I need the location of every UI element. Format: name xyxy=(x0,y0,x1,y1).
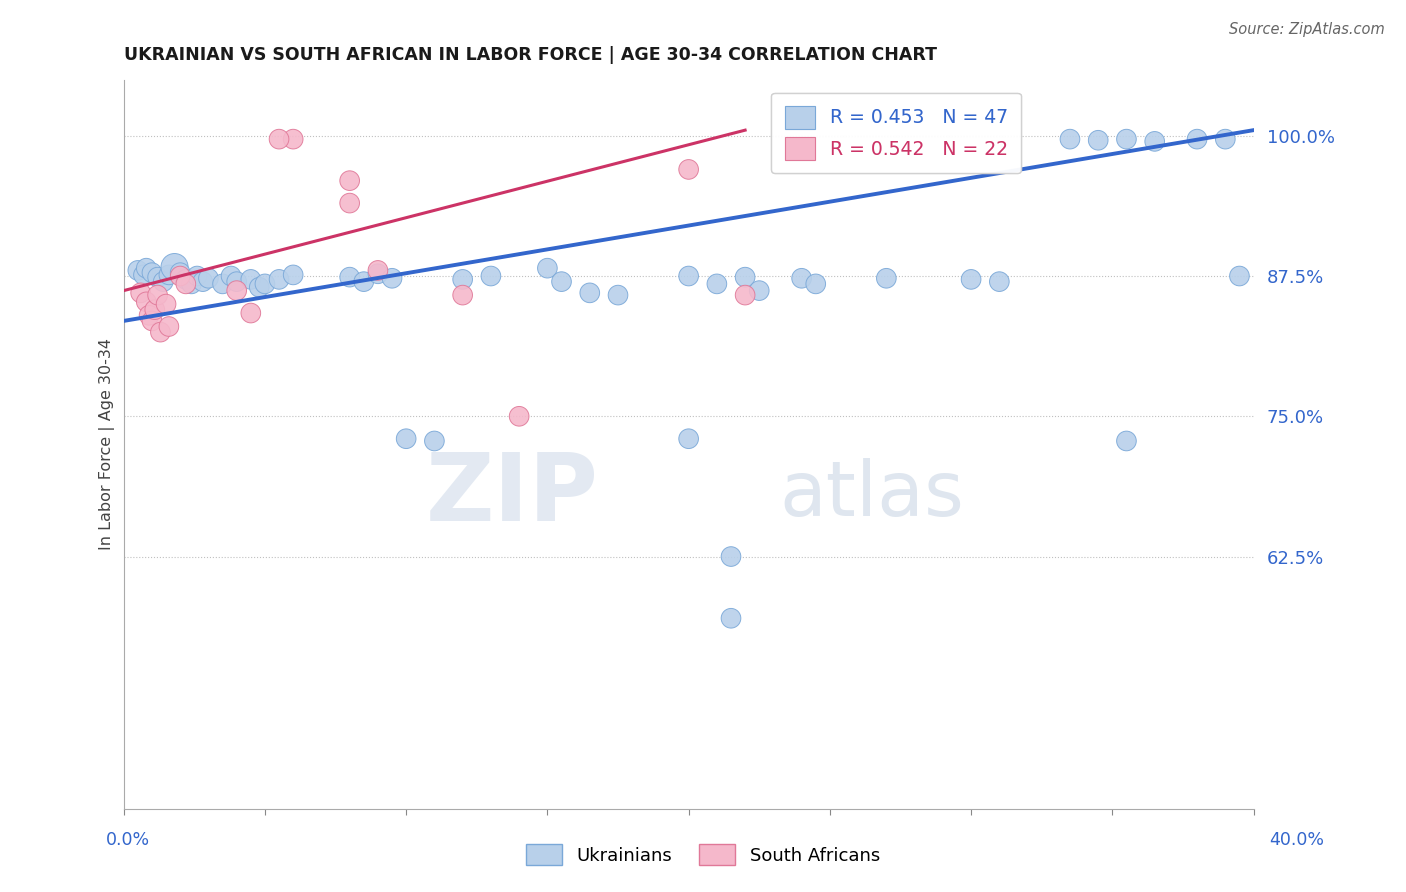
Text: ZIP: ZIP xyxy=(426,450,598,541)
Point xyxy=(152,275,174,289)
Point xyxy=(155,297,177,311)
Point xyxy=(135,261,157,276)
Point xyxy=(1143,134,1166,148)
Point xyxy=(678,268,700,283)
Point xyxy=(1059,132,1081,146)
Point xyxy=(720,549,742,564)
Point xyxy=(550,275,572,289)
Point xyxy=(339,196,361,211)
Point xyxy=(247,280,270,294)
Point xyxy=(790,271,813,285)
Point xyxy=(239,272,262,286)
Point xyxy=(479,268,502,283)
Point xyxy=(143,302,166,317)
Point xyxy=(225,275,247,289)
Legend: Ukrainians, South Africans: Ukrainians, South Africans xyxy=(519,837,887,872)
Point xyxy=(146,288,169,302)
Point xyxy=(988,275,1011,289)
Point xyxy=(423,434,446,448)
Point xyxy=(141,314,163,328)
Point xyxy=(219,268,242,283)
Point xyxy=(395,432,418,446)
Point xyxy=(135,294,157,309)
Point xyxy=(960,272,983,286)
Point xyxy=(706,277,728,291)
Point xyxy=(1115,132,1137,146)
Point xyxy=(149,325,172,339)
Point xyxy=(132,268,155,282)
Point xyxy=(353,275,375,289)
Point xyxy=(678,162,700,177)
Point xyxy=(339,174,361,188)
Point xyxy=(508,409,530,424)
Point xyxy=(1213,132,1236,146)
Y-axis label: In Labor Force | Age 30-34: In Labor Force | Age 30-34 xyxy=(100,338,115,550)
Point xyxy=(129,285,152,300)
Legend: R = 0.453   N = 47, R = 0.542   N = 22: R = 0.453 N = 47, R = 0.542 N = 22 xyxy=(772,93,1021,173)
Point xyxy=(720,611,742,625)
Point xyxy=(146,270,169,285)
Point xyxy=(197,271,219,285)
Point xyxy=(163,260,186,274)
Point xyxy=(748,284,770,298)
Point xyxy=(169,268,191,283)
Text: UKRAINIAN VS SOUTH AFRICAN IN LABOR FORCE | AGE 30-34 CORRELATION CHART: UKRAINIAN VS SOUTH AFRICAN IN LABOR FORC… xyxy=(124,46,936,64)
Point xyxy=(239,306,262,320)
Point xyxy=(875,271,897,285)
Point xyxy=(734,288,756,302)
Point xyxy=(267,132,290,146)
Point xyxy=(451,272,474,286)
Point xyxy=(180,277,202,291)
Point xyxy=(267,272,290,286)
Point xyxy=(169,266,191,280)
Point xyxy=(804,277,827,291)
Point xyxy=(1115,434,1137,448)
Point xyxy=(607,288,630,302)
Text: 40.0%: 40.0% xyxy=(1270,831,1324,849)
Point xyxy=(141,266,163,280)
Point xyxy=(174,277,197,291)
Point xyxy=(339,270,361,285)
Point xyxy=(367,267,389,281)
Text: 0.0%: 0.0% xyxy=(105,831,149,849)
Point xyxy=(678,432,700,446)
Text: Source: ZipAtlas.com: Source: ZipAtlas.com xyxy=(1229,22,1385,37)
Point xyxy=(253,277,276,291)
Point xyxy=(225,284,247,298)
Point xyxy=(1229,268,1251,283)
Point xyxy=(451,288,474,302)
Point xyxy=(138,308,160,322)
Point xyxy=(734,270,756,285)
Point xyxy=(367,263,389,277)
Point xyxy=(381,271,404,285)
Point xyxy=(1185,132,1208,146)
Point xyxy=(211,277,233,291)
Point xyxy=(127,263,149,277)
Point xyxy=(191,275,214,289)
Point xyxy=(174,272,197,286)
Point xyxy=(1087,133,1109,147)
Text: atlas: atlas xyxy=(779,458,965,533)
Point xyxy=(157,319,180,334)
Point xyxy=(157,268,180,282)
Point xyxy=(578,285,600,300)
Point xyxy=(536,261,558,276)
Point xyxy=(283,132,305,146)
Point xyxy=(283,268,305,282)
Point xyxy=(186,268,208,283)
